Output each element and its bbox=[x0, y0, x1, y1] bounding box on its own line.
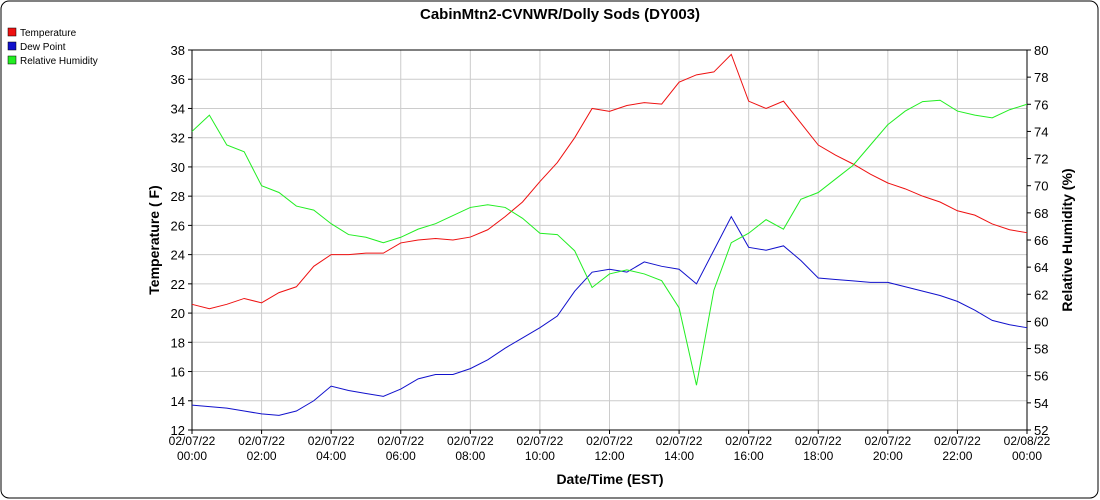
y2-tick-label: 68 bbox=[1034, 206, 1048, 221]
y2-tick-label: 70 bbox=[1034, 179, 1048, 194]
x-tick-label: 16:00 bbox=[734, 449, 764, 463]
x-tick-label: 08:00 bbox=[455, 449, 485, 463]
y2-tick-label: 74 bbox=[1034, 124, 1048, 139]
x-tick-label: 22:00 bbox=[942, 449, 972, 463]
y2-tick-label: 58 bbox=[1034, 342, 1048, 357]
series-line bbox=[191, 215, 1028, 416]
legend-swatch bbox=[7, 55, 17, 65]
y2-tick-label: 64 bbox=[1034, 260, 1048, 275]
y-tick-label: 24 bbox=[171, 248, 185, 263]
x-tick-label: 02/07/22 bbox=[586, 434, 633, 448]
legend-label: Dew Point bbox=[20, 42, 66, 53]
plot-border bbox=[191, 49, 1028, 431]
y2-tick-label: 62 bbox=[1034, 287, 1048, 302]
y-tick-label: 18 bbox=[171, 335, 185, 350]
x-tick-label: 02/07/22 bbox=[308, 434, 355, 448]
y2-tick-label: 66 bbox=[1034, 233, 1048, 248]
x-tick-label: 14:00 bbox=[664, 449, 694, 463]
y-tick-label: 30 bbox=[171, 160, 185, 175]
x-axis-label: Date/Time (EST) bbox=[556, 471, 663, 487]
x-tick-label: 00:00 bbox=[1012, 449, 1042, 463]
x-tick-label: 02/07/22 bbox=[725, 434, 772, 448]
y2-tick-label: 56 bbox=[1034, 369, 1048, 384]
y2-tick-label: 72 bbox=[1034, 152, 1048, 167]
x-tick-label: 02/08/22 bbox=[1004, 434, 1051, 448]
y2-axis-label: Relative Humidity (%) bbox=[1059, 168, 1075, 311]
y-tick-label: 12 bbox=[171, 423, 185, 438]
y-tick-label: 14 bbox=[171, 394, 185, 409]
y2-tick-label: 80 bbox=[1034, 43, 1048, 58]
y-tick-label: 28 bbox=[171, 189, 185, 204]
x-tick-label: 02:00 bbox=[247, 449, 277, 463]
series-line bbox=[191, 99, 1028, 386]
y-tick-label: 36 bbox=[171, 72, 185, 87]
x-tick-label: 06:00 bbox=[386, 449, 416, 463]
x-tick-label: 00:00 bbox=[177, 449, 207, 463]
legend-label: Relative Humidity bbox=[20, 56, 98, 67]
x-tick-label: 02/07/22 bbox=[447, 434, 494, 448]
x-tick-label: 02/07/22 bbox=[864, 434, 911, 448]
y2-tick-label: 54 bbox=[1034, 396, 1048, 411]
y-tick-label: 26 bbox=[171, 218, 185, 233]
x-tick-label: 02/07/22 bbox=[656, 434, 703, 448]
x-tick-label: 02/07/22 bbox=[169, 434, 216, 448]
y2-tick-label: 76 bbox=[1034, 97, 1048, 112]
x-tick-label: 02/07/22 bbox=[238, 434, 285, 448]
y2-tick-label: 52 bbox=[1034, 423, 1048, 438]
x-tick-label: 10:00 bbox=[525, 449, 555, 463]
x-tick-label: 20:00 bbox=[873, 449, 903, 463]
series-line bbox=[191, 53, 1028, 310]
x-tick-label: 12:00 bbox=[594, 449, 624, 463]
x-tick-label: 18:00 bbox=[803, 449, 833, 463]
chart-title: CabinMtn2-CVNWR/Dolly Sods (DY003) bbox=[420, 6, 700, 23]
legend-swatch bbox=[7, 27, 17, 37]
legend-label: Temperature bbox=[20, 28, 77, 39]
legend-swatch bbox=[7, 41, 17, 51]
y2-tick-label: 78 bbox=[1034, 70, 1048, 85]
x-tick-label: 02/07/22 bbox=[517, 434, 564, 448]
x-tick-label: 02/07/22 bbox=[934, 434, 981, 448]
y2-tick-label: 60 bbox=[1034, 314, 1048, 329]
y-tick-label: 22 bbox=[171, 277, 185, 292]
y-tick-label: 20 bbox=[171, 306, 185, 321]
y-axis-label: Temperature ( F) bbox=[146, 185, 162, 294]
y-tick-label: 16 bbox=[171, 365, 185, 380]
y-tick-label: 38 bbox=[171, 43, 185, 58]
y-tick-label: 32 bbox=[171, 131, 185, 146]
x-tick-label: 02/07/22 bbox=[795, 434, 842, 448]
x-tick-label: 04:00 bbox=[316, 449, 346, 463]
x-tick-label: 02/07/22 bbox=[377, 434, 424, 448]
y-tick-label: 34 bbox=[171, 101, 185, 116]
